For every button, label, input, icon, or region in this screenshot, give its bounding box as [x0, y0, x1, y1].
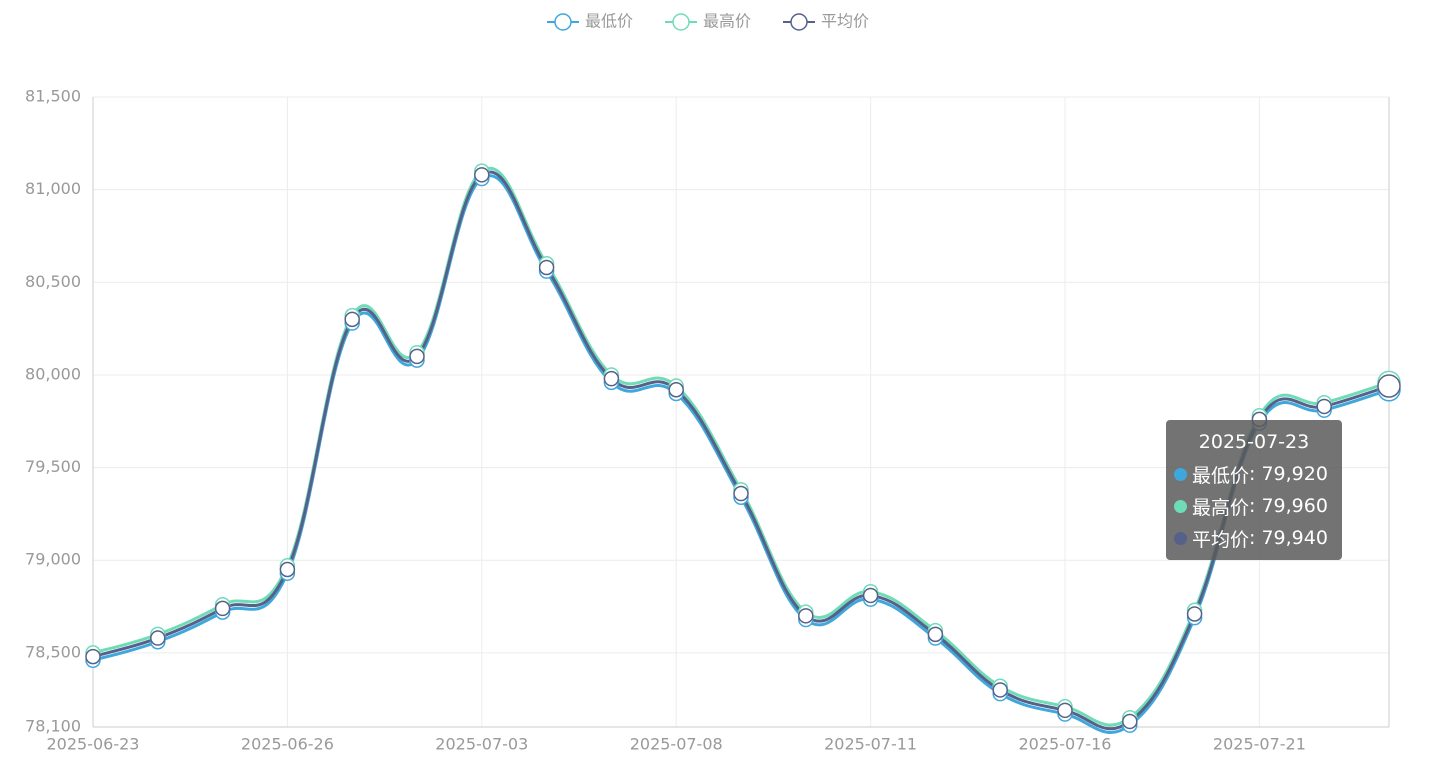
tooltip-series: 平均价 — [1192, 528, 1250, 551]
data-point — [798, 608, 814, 624]
tooltip-dot — [1174, 467, 1187, 481]
y-tick-label: 78,500 — [25, 642, 81, 661]
y-tick-label: 79,000 — [25, 550, 81, 569]
tooltip-title: 2025-07-23 — [1198, 431, 1310, 453]
y-tick-label: 80,000 — [25, 364, 81, 383]
y-tick-label: 81,500 — [25, 87, 81, 106]
data-point — [603, 370, 620, 387]
legend-label: 最高价 — [703, 12, 751, 31]
x-tick-label: 2025-07-21 — [1213, 735, 1306, 754]
tooltip: 2025-07-23 最低价: 79,920 最高价: 79,960 平均价: 79… — [1166, 420, 1342, 560]
data-point — [279, 561, 296, 578]
data-point — [1057, 702, 1073, 719]
data-point — [1377, 374, 1401, 398]
x-tick-label: 2025-07-11 — [824, 735, 917, 754]
data-point — [214, 600, 231, 617]
x-tick-label: 2025-07-16 — [1019, 735, 1112, 754]
y-tick-label: 78,100 — [25, 717, 81, 736]
data-point — [1316, 398, 1332, 415]
series-line — [92, 170, 1390, 731]
x-tick-label: 2025-06-23 — [47, 735, 140, 754]
legend-icon — [672, 13, 690, 31]
legend-label: 最低价 — [585, 12, 633, 31]
data-point — [668, 382, 684, 398]
tooltip-value: 79,920 — [1261, 463, 1328, 485]
data-point — [538, 259, 555, 276]
data-point — [1122, 713, 1138, 730]
y-tick-label: 79,500 — [25, 457, 81, 476]
legend-icon — [554, 13, 572, 31]
y-tick-label: 81,000 — [25, 179, 81, 198]
x-tick-label: 2025-07-08 — [630, 735, 723, 754]
data-point — [474, 167, 490, 183]
x-tick-label: 2025-07-03 — [435, 735, 528, 754]
tooltip-row: 最低价: 79,920 — [1166, 458, 1342, 490]
data-point — [733, 485, 749, 502]
tooltip-series: 最高价 — [1192, 496, 1250, 519]
tooltip-row: 最高价: 79,960 — [1166, 490, 1342, 522]
y-tick-label: 80,500 — [25, 272, 81, 291]
data-point — [927, 626, 944, 643]
data-point — [862, 587, 879, 604]
tooltip-dot — [1174, 531, 1187, 545]
data-point — [409, 348, 425, 365]
tooltip-value: 79,940 — [1261, 527, 1328, 549]
data-point — [344, 311, 360, 328]
data-point — [1186, 606, 1203, 622]
tooltip-dot — [1174, 499, 1187, 513]
x-tick-label: 2025-06-26 — [241, 735, 334, 754]
legend-icon — [790, 13, 808, 31]
data-point — [992, 682, 1008, 698]
data-point — [150, 630, 166, 646]
data-point — [85, 648, 101, 665]
legend-label: 平均价 — [821, 12, 869, 31]
tooltip-series: 最低价 — [1192, 464, 1250, 487]
tooltip-row: 平均价: 79,940 — [1166, 522, 1342, 554]
tooltip-value: 79,960 — [1261, 495, 1328, 517]
